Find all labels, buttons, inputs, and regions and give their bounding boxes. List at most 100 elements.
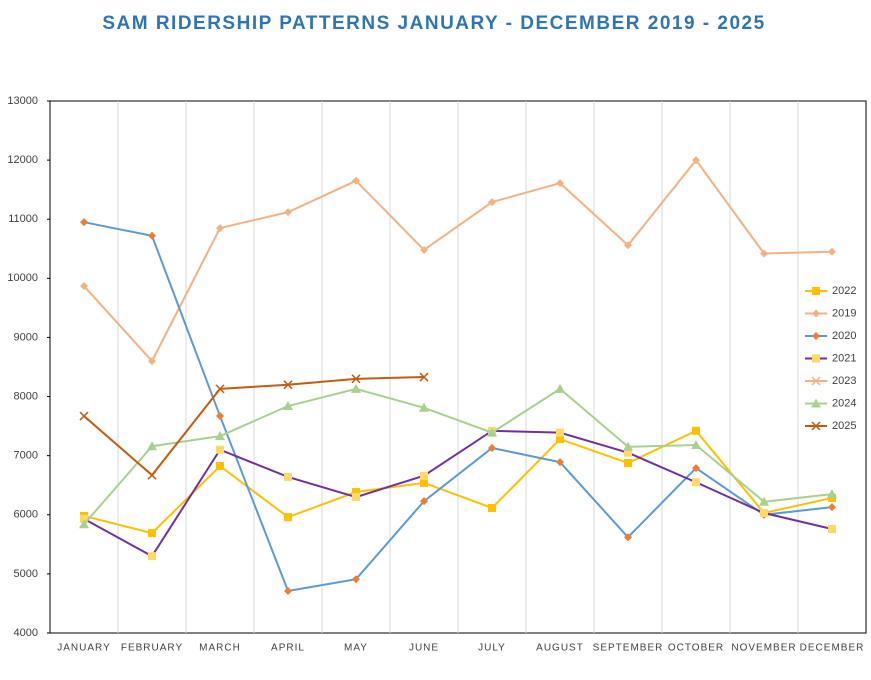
x-tick-label: NOVEMBER	[731, 643, 796, 654]
y-tick-label: 8000	[14, 390, 38, 402]
marker	[148, 552, 156, 561]
series-line	[83, 158, 833, 363]
marker	[148, 357, 156, 366]
marker	[216, 224, 224, 233]
x-tick-label: JANUARY	[57, 643, 111, 654]
marker	[624, 241, 632, 250]
marker	[812, 309, 820, 318]
marker	[692, 156, 700, 165]
marker	[216, 412, 224, 421]
x-tick-label: APRIL	[271, 643, 305, 654]
marker	[692, 464, 700, 473]
marker	[216, 462, 224, 471]
marker	[828, 524, 836, 533]
series-line	[83, 429, 833, 535]
marker	[623, 441, 633, 451]
legend-label: 2022	[832, 285, 856, 297]
marker	[812, 287, 820, 295]
x-tick-label: AUGUST	[536, 643, 584, 654]
marker	[284, 587, 292, 596]
marker	[283, 401, 293, 411]
marker	[147, 470, 157, 480]
marker	[284, 513, 292, 522]
marker	[827, 489, 837, 499]
marker	[420, 497, 428, 506]
y-tick-label: 4000	[14, 627, 38, 639]
marker	[420, 471, 428, 480]
marker	[811, 398, 821, 408]
y-tick-label: 7000	[14, 450, 38, 462]
y-tick-label: 6000	[14, 509, 38, 521]
series-line	[83, 221, 833, 593]
series-line	[83, 429, 833, 558]
marker	[624, 459, 632, 468]
marker	[759, 496, 769, 506]
x-tick-label: DECEMBER	[800, 643, 865, 654]
x-tick-label: JUNE	[409, 643, 439, 654]
legend-label: 2025	[832, 420, 856, 432]
series-line	[83, 387, 833, 525]
marker	[352, 493, 360, 502]
marker	[760, 249, 768, 258]
marker	[556, 458, 564, 467]
marker	[692, 478, 700, 487]
marker	[624, 448, 632, 457]
marker	[419, 372, 429, 382]
y-tick-label: 10000	[7, 272, 38, 284]
marker	[420, 478, 428, 487]
marker	[215, 431, 225, 441]
marker	[691, 440, 701, 450]
marker	[555, 383, 565, 393]
legend-label: 2023	[832, 375, 856, 387]
x-tick-label: SEPTEMBER	[593, 643, 664, 654]
marker	[79, 519, 89, 529]
marker	[80, 218, 88, 227]
marker	[556, 179, 564, 188]
x-tick-label: MARCH	[199, 643, 241, 654]
marker	[828, 503, 836, 512]
marker	[487, 427, 497, 437]
legend-label: 2019	[832, 307, 856, 319]
y-tick-label: 5000	[14, 568, 38, 580]
marker	[352, 575, 360, 584]
marker	[216, 445, 224, 454]
marker	[760, 509, 768, 518]
legend-label: 2024	[832, 397, 856, 409]
marker	[215, 384, 225, 394]
marker	[488, 443, 496, 452]
x-tick-label: JULY	[478, 643, 506, 654]
marker	[624, 533, 632, 542]
marker	[811, 421, 821, 431]
marker	[488, 198, 496, 207]
marker	[80, 514, 88, 523]
legend-label: 2020	[832, 330, 856, 342]
marker	[420, 245, 428, 254]
marker	[148, 529, 156, 538]
marker	[79, 411, 89, 421]
marker	[352, 488, 360, 497]
marker	[147, 441, 157, 451]
marker	[284, 208, 292, 217]
x-tick-label: OCTOBER	[668, 643, 724, 654]
marker	[283, 380, 293, 390]
marker	[828, 247, 836, 256]
marker	[812, 332, 820, 340]
marker	[419, 402, 429, 412]
x-tick-label: MAY	[344, 643, 368, 654]
marker	[351, 383, 361, 393]
chart-title: SAM RIDERSHIP PATTERNS JANUARY - DECEMBE…	[102, 13, 765, 34]
marker	[284, 472, 292, 481]
marker	[556, 428, 564, 437]
legend-label: 2021	[832, 352, 856, 364]
marker	[811, 376, 821, 386]
marker	[80, 282, 88, 291]
marker	[148, 231, 156, 240]
series-line	[83, 376, 425, 477]
marker	[556, 435, 564, 444]
marker	[692, 426, 700, 435]
y-tick-label: 9000	[14, 331, 38, 343]
y-tick-label: 12000	[7, 154, 38, 166]
marker	[351, 374, 361, 384]
x-tick-label: FEBRUARY	[121, 643, 183, 654]
